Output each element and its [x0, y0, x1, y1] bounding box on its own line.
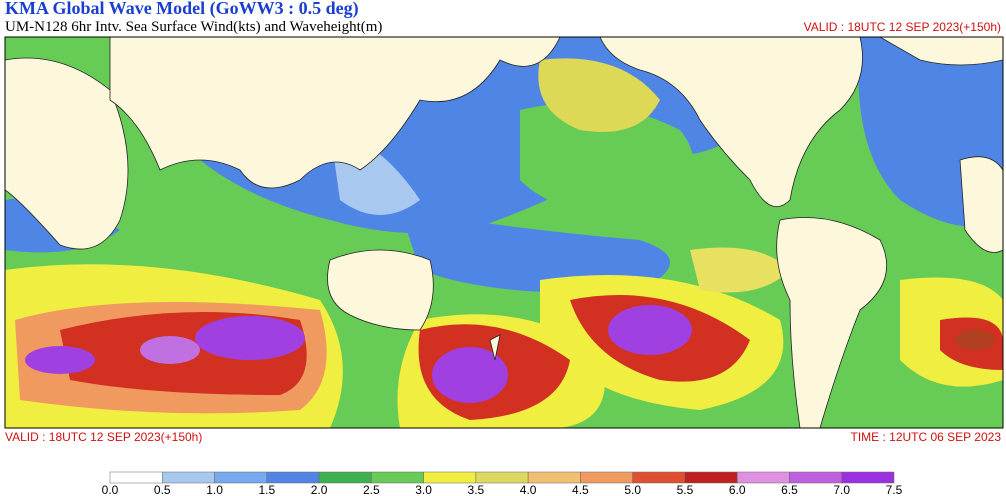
colorbar-label: 2.0 — [311, 483, 328, 496]
colorbar-swatch — [789, 471, 842, 484]
colorbar-label: 3.5 — [468, 483, 485, 496]
colorbar-swatch — [266, 471, 320, 484]
colorbar-swatch — [214, 471, 268, 484]
colorbar-swatch — [632, 471, 686, 484]
colorbar-label: 4.0 — [520, 483, 537, 496]
colorbar-swatch — [684, 471, 738, 484]
colorbar-label: 1.0 — [206, 483, 223, 496]
colorbar-swatch — [371, 471, 424, 484]
colorbar-label: 4.5 — [572, 483, 589, 496]
valid-bottom: VALID : 18UTC 12 SEP 2023(+150h) — [5, 430, 202, 444]
subtitle: UM-N128 6hr Intv. Sea Surface Wind(kts) … — [5, 19, 382, 35]
colorbar-label: 5.0 — [624, 483, 641, 496]
valid-top: VALID : 18UTC 12 SEP 2023(+150h) — [804, 20, 1001, 34]
colorbar: 0.0 0.5 1.0 1.5 2.0 2.5 3.0 3.5 4.0 4.5 5.0 5.5 6.0 6… — [102, 471, 903, 496]
colorbar-label: 7.0 — [833, 483, 850, 496]
colorbar-swatch — [580, 471, 633, 484]
colorbar-swatch — [841, 471, 895, 484]
colorbar-label: 0.0 — [102, 483, 119, 496]
title: KMA Global Wave Model (GoWW3 : 0.5 deg) — [5, 0, 359, 19]
colorbar-label: 6.5 — [781, 483, 798, 496]
colorbar-swatch — [475, 471, 529, 484]
colorbar-label: 1.5 — [258, 483, 275, 496]
colorbar-label: 6.0 — [729, 483, 746, 496]
colorbar-label: 5.5 — [677, 483, 694, 496]
colorbar-swatch — [527, 471, 581, 484]
colorbar-label: 0.5 — [154, 483, 171, 496]
colorbar-swatch — [423, 471, 477, 484]
colorbar-label: 2.5 — [363, 483, 380, 496]
run-time: TIME : 12UTC 06 SEP 2023 — [850, 430, 1001, 444]
colorbar-swatch — [318, 471, 372, 484]
map — [4, 36, 1004, 429]
colorbar-label: 3.0 — [415, 483, 432, 496]
colorbar-label: 7.5 — [886, 483, 903, 496]
colorbar-swatch — [736, 471, 790, 484]
colorbar-swatch — [162, 471, 215, 484]
colorbar-swatch — [109, 471, 163, 484]
